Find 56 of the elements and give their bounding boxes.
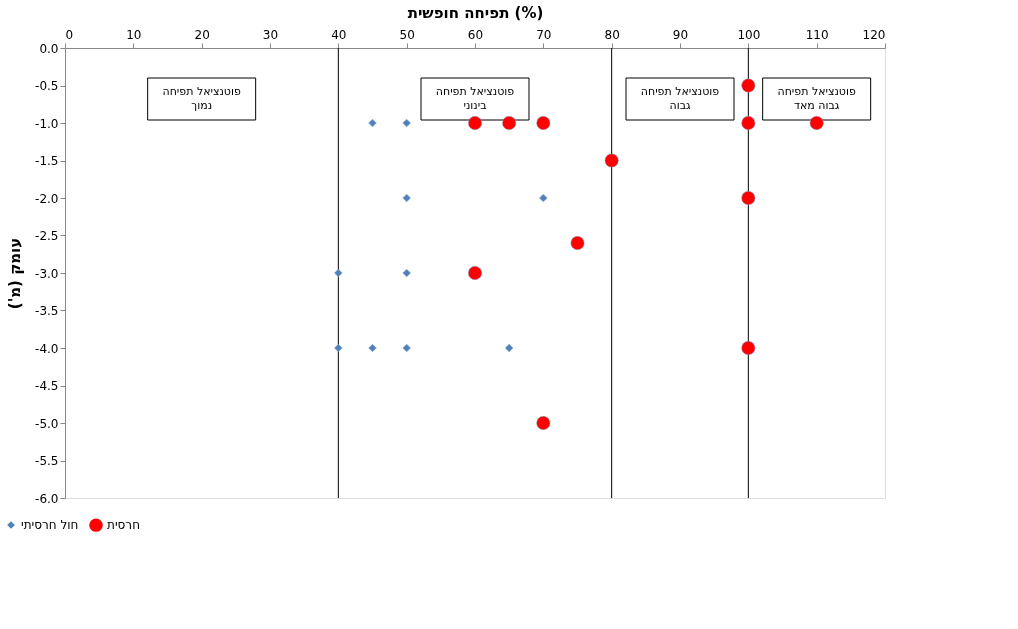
y-tick-label: -6.0 — [35, 491, 59, 506]
x-tick-label: 70 — [536, 27, 552, 42]
point — [741, 191, 756, 205]
point — [368, 343, 377, 353]
point — [809, 116, 824, 130]
x-tick-label: 20 — [194, 27, 210, 42]
y-tick-label: -3.0 — [35, 266, 59, 281]
point — [402, 343, 411, 353]
annotation: פוטנציאל תפיחה גבוה — [640, 85, 720, 112]
x-tick-label: 80 — [604, 27, 620, 42]
point — [604, 153, 619, 168]
legend-label: חול חרסיתי — [21, 518, 79, 532]
x-tick-label: 50 — [399, 27, 415, 42]
point — [468, 116, 482, 130]
point — [368, 118, 377, 128]
point — [402, 193, 411, 203]
y-tick-label: -2.5 — [35, 229, 59, 243]
x-tick-label: 90 — [672, 27, 689, 42]
point — [334, 268, 343, 278]
y-tick-label: -1.0 — [35, 116, 59, 131]
point — [741, 78, 756, 93]
y-tick-label: -5.5 — [35, 454, 59, 468]
point — [536, 116, 551, 130]
y-tick-label: -5.0 — [35, 416, 59, 431]
annotation: פוטנציאל תפיחה בינוני — [435, 85, 515, 112]
x-tick-label: 120 — [862, 27, 886, 42]
y-tick-label: -3.5 — [35, 304, 59, 318]
annotation: פוטנציאל תפיחה נמוך — [162, 85, 241, 112]
x-tick-label: 10 — [126, 27, 142, 42]
y-tick-label: -1.5 — [35, 154, 59, 168]
y-tick-label: -4.5 — [35, 379, 59, 393]
x-axis-title: תפיחה חופשית (%) — [407, 3, 544, 22]
point — [402, 118, 411, 128]
point — [502, 116, 517, 130]
x-tick-label: 110 — [805, 27, 829, 42]
annotation: פוטנציאל תפיחה גבוה מאד — [777, 85, 856, 112]
y-tick-label: -2.0 — [35, 191, 59, 206]
y-tick-label: -0.5 — [35, 79, 59, 93]
x-tick-label: 40 — [331, 27, 347, 42]
point — [536, 416, 551, 430]
point — [741, 116, 756, 130]
point — [570, 236, 585, 250]
point — [539, 193, 548, 203]
y-tick-label: 0.0 — [39, 41, 59, 56]
x-tick-label: 0 — [65, 27, 74, 42]
y-tick-label: -4.0 — [35, 341, 59, 356]
point — [741, 341, 756, 355]
x-tick-label: 100 — [737, 27, 761, 42]
x-tick-label: 60 — [467, 27, 484, 42]
point — [505, 343, 514, 353]
legend-label: חרסית — [107, 518, 140, 533]
x-tick-label: 30 — [262, 27, 279, 42]
y-axis-title: עומק (מ') — [6, 237, 25, 310]
point — [468, 266, 482, 280]
point — [402, 268, 411, 278]
point — [334, 343, 343, 353]
